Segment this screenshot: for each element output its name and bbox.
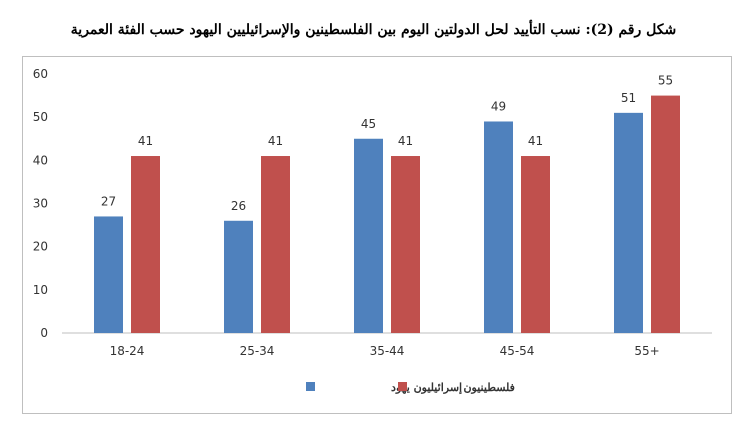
bar	[94, 216, 123, 333]
data-label: 27	[101, 194, 116, 208]
data-label: 41	[528, 134, 543, 148]
data-label: 51	[621, 91, 636, 105]
data-label: 41	[268, 134, 283, 148]
y-tick-label: 0	[40, 326, 48, 340]
bar	[614, 112, 643, 333]
bar	[391, 156, 420, 333]
y-tick-label: 60	[33, 67, 48, 81]
data-label: 41	[138, 134, 153, 148]
x-tick-label: 55+	[634, 344, 659, 358]
data-label: 45	[361, 117, 376, 131]
legend: إسرائيليون يهود فلسطينيون	[306, 381, 515, 395]
data-label: 55	[658, 74, 673, 88]
bar	[354, 138, 383, 333]
bar	[224, 220, 253, 333]
y-tick-label: 30	[33, 197, 48, 211]
y-tick-label: 50	[33, 110, 48, 124]
bar	[261, 156, 290, 333]
data-labels: 27 41 26 41 45 41 49 41 51 55	[101, 74, 673, 213]
y-tick-label: 40	[33, 153, 48, 167]
chart-title: شكل رقم (2): نسب التأييد لحل الدولتين ال…	[70, 22, 677, 38]
data-label: 41	[398, 134, 413, 148]
data-label: 49	[491, 99, 506, 113]
chart-frame	[22, 56, 732, 414]
y-tick-label: 20	[33, 240, 48, 254]
legend-label: إسرائيليون يهود	[391, 381, 462, 395]
bar	[484, 121, 513, 333]
legend-label: فلسطينيون	[463, 381, 514, 394]
bar	[131, 156, 160, 333]
legend-swatch	[306, 382, 315, 391]
x-tick-label: 25-34	[240, 344, 275, 358]
bar	[651, 95, 680, 333]
bar	[521, 156, 550, 333]
bars	[94, 95, 680, 333]
x-tick-label: 35-44	[370, 344, 405, 358]
y-tick-label: 10	[33, 283, 48, 297]
x-tick-label: 18-24	[110, 344, 145, 358]
x-tick-label: 45-54	[500, 344, 535, 358]
axes: 0 10 20 30 40 50 60 18-24 25-34 35-44 45-54 55+	[33, 67, 712, 358]
data-label: 26	[231, 199, 246, 213]
legend-swatch	[398, 382, 407, 391]
